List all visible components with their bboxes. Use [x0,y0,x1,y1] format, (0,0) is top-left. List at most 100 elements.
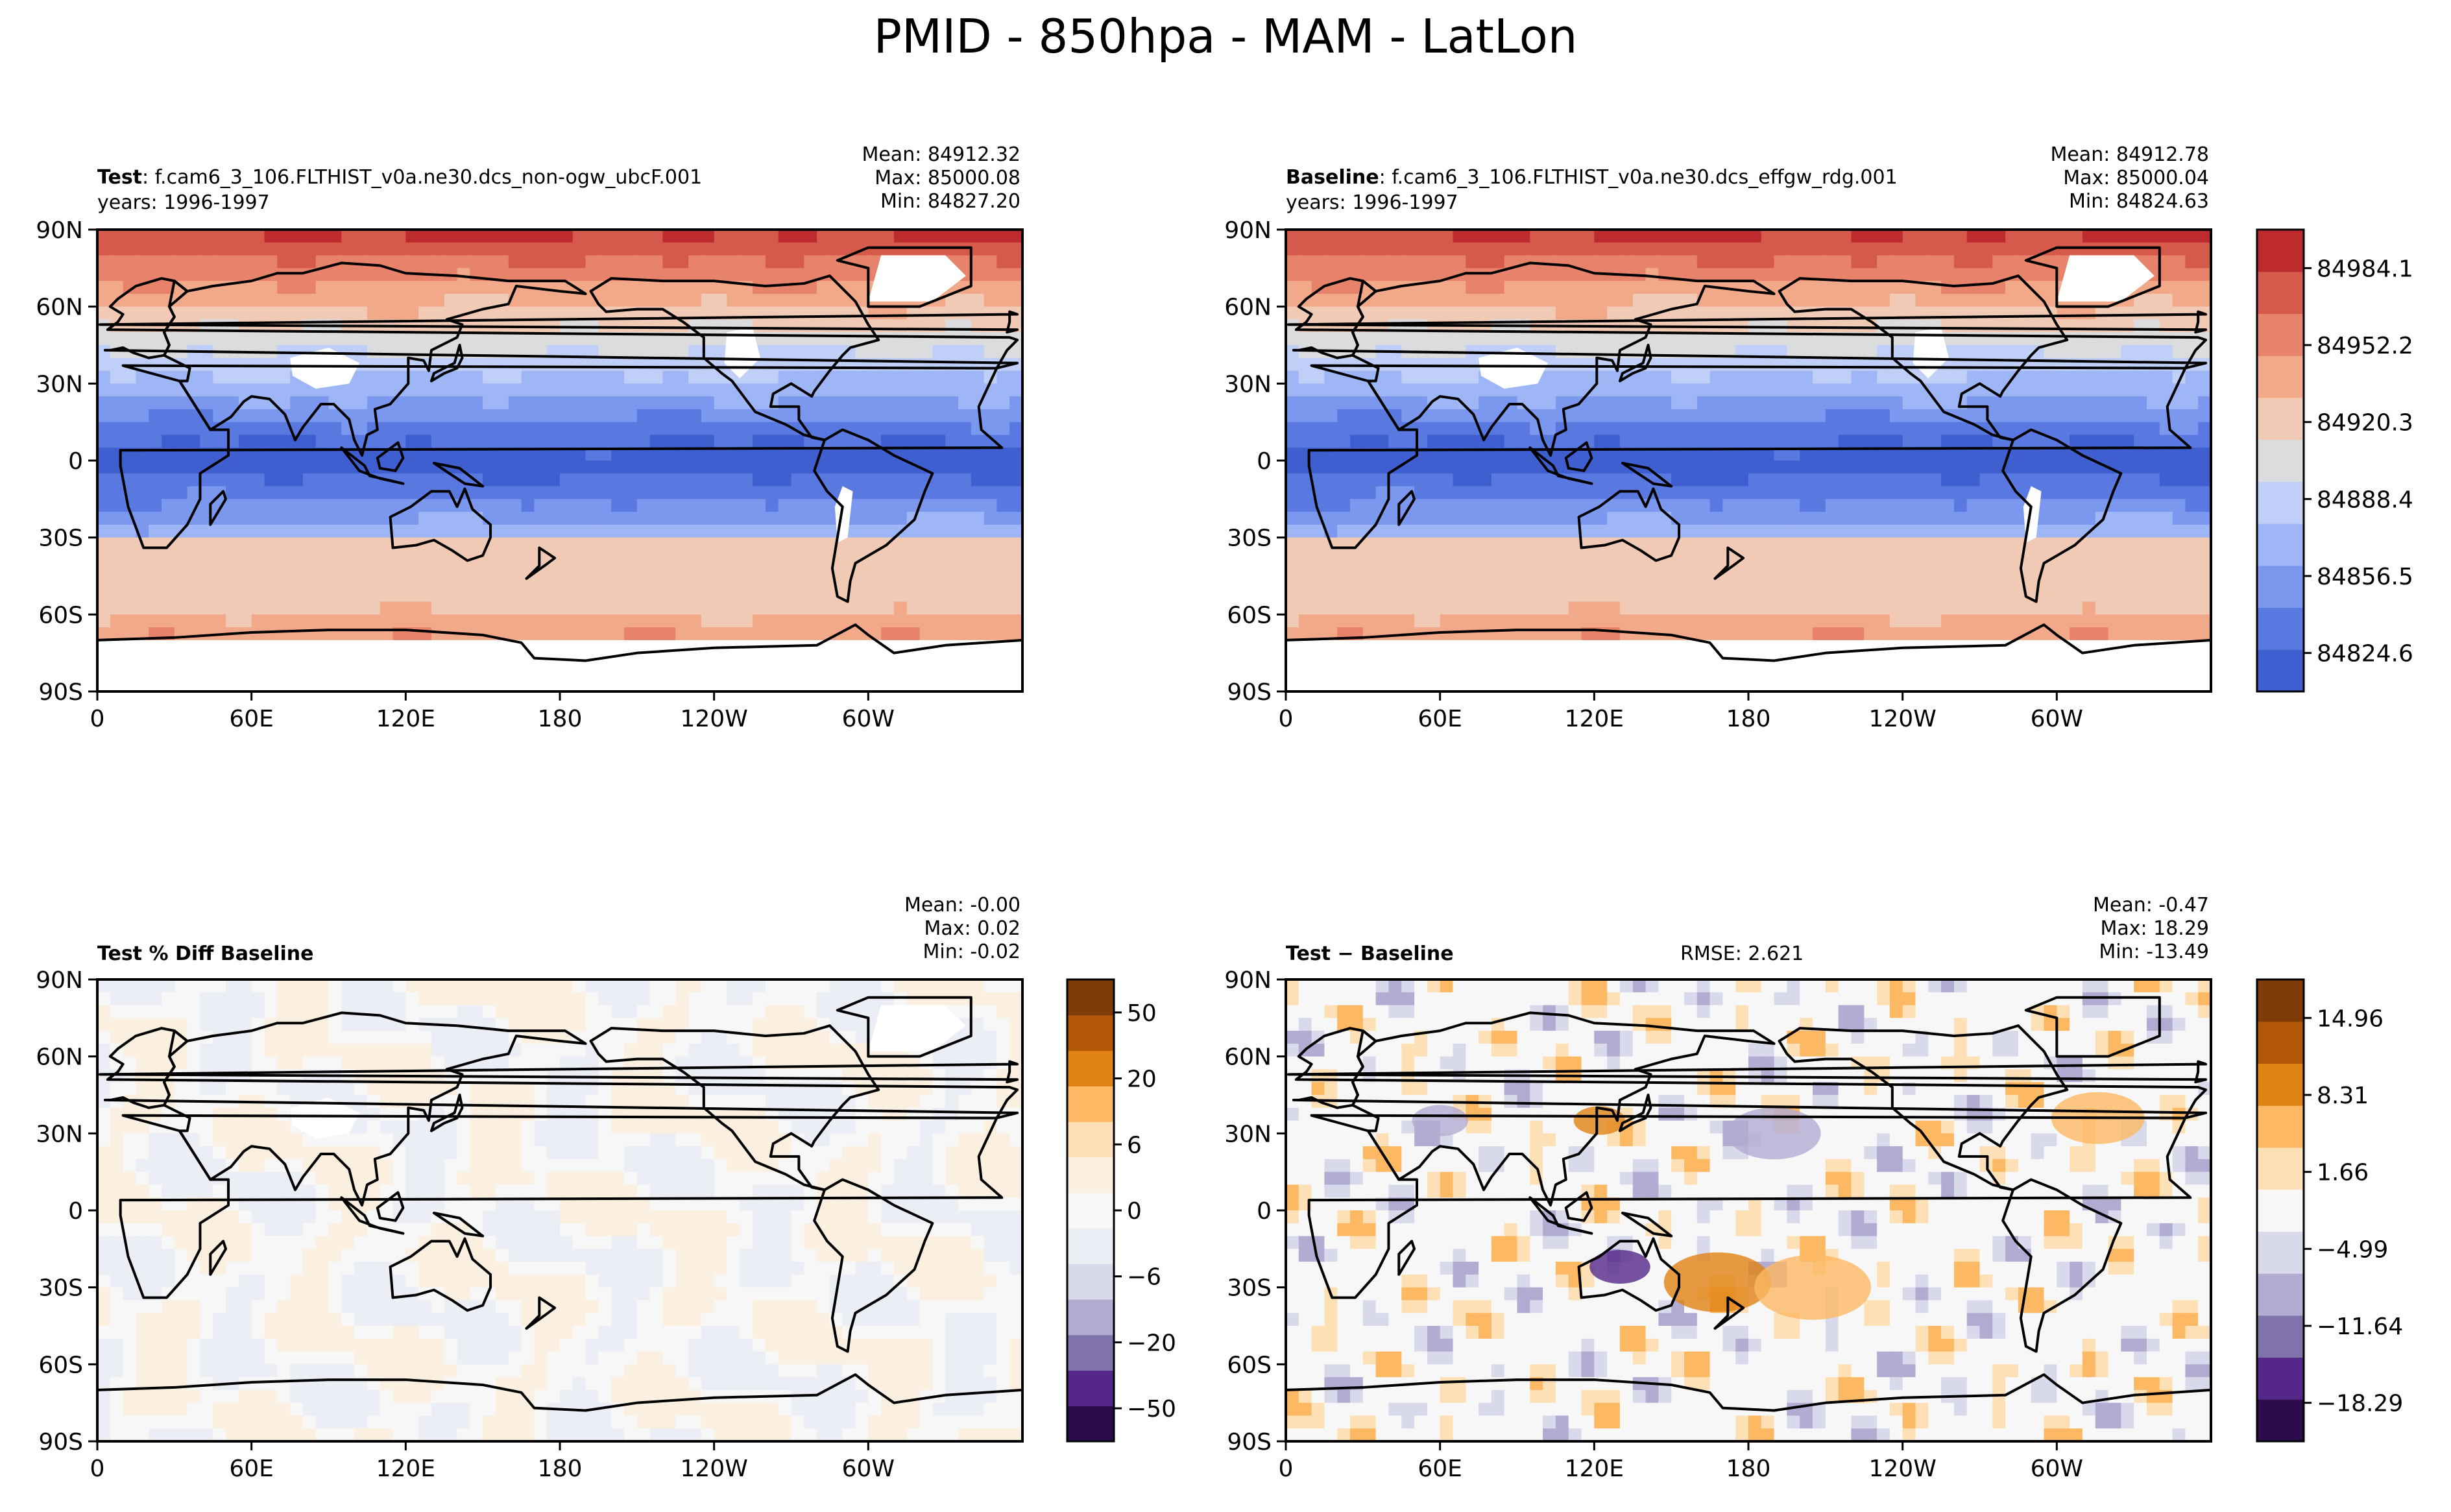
baseline-cell [1582,525,1595,538]
baseline-cell [1864,474,1877,486]
test-cell [688,256,701,269]
baseline-cell [1466,640,1479,653]
test-cell [560,383,573,396]
baseline-cell [1466,281,1479,294]
baseline-cell [1569,345,1582,358]
baseline-cell [1582,640,1595,653]
baseline-cell [1620,576,1633,589]
test-cell [110,256,123,269]
baseline-cell [1427,563,1440,576]
test-cell [226,538,239,551]
test-cell [290,666,303,678]
test-cell [662,358,675,371]
baseline-cell [1543,499,1556,512]
baseline-cell [1710,486,1723,499]
baseline-cell [1453,499,1466,512]
test-cell [290,281,303,294]
test-cell [817,614,830,627]
test-cell [97,576,110,589]
test-cell [650,243,663,256]
test-cell [996,666,1009,678]
baseline-cell [2005,563,2018,576]
test-cell [753,512,766,525]
test-cell [316,461,329,474]
baseline-cell [1530,602,1543,615]
baseline-cell [1607,550,1620,563]
baseline-cell [1376,474,1389,486]
baseline-cell [1761,576,1774,589]
baseline-cell [1671,640,1684,653]
test-cell [766,576,779,589]
test-cell [97,307,110,320]
test-cell [496,653,509,666]
baseline-cell [1363,499,1376,512]
test-cell [496,230,509,243]
test-cell [971,589,984,602]
test-cell [804,371,817,384]
test-cell [996,486,1009,499]
baseline-cell [1376,256,1389,269]
baseline-cell [1646,371,1659,384]
baseline-cell [1941,461,1954,474]
test-cell [586,640,599,653]
baseline-cell [1337,435,1350,448]
baseline-cell [1440,461,1453,474]
test-cell [701,486,714,499]
test-cell [226,563,239,576]
baseline-cell [1761,499,1774,512]
baseline-cell [1582,614,1595,627]
baseline-cell [1530,268,1543,281]
test-cell [688,371,701,384]
baseline-cell [1800,614,1813,627]
test-cell [522,525,535,538]
baseline-cell [1722,640,1735,653]
test-cell [213,358,226,371]
baseline-cell [1286,435,1299,448]
baseline-cell [1980,525,1993,538]
test-cell [213,614,226,627]
baseline-cell [1954,589,1967,602]
test-cell [779,409,791,422]
baseline-cell [1839,243,1852,256]
baseline-cell [1376,563,1389,576]
baseline-cell [1658,486,1671,499]
baseline-cell [1735,499,1748,512]
baseline-cell [1569,281,1582,294]
baseline-cell [1658,294,1671,307]
test-cell [714,319,727,332]
test-cell [303,256,316,269]
test-cell [534,358,547,371]
baseline-cell [2108,589,2121,602]
baseline-cell [2005,576,2018,589]
baseline-cell [1569,371,1582,384]
baseline-cell [2121,627,2134,640]
baseline-cell [1916,512,1929,525]
test-cell [97,512,110,525]
baseline-cell [2057,563,2070,576]
baseline-cell [2134,448,2147,461]
test-cell [175,396,187,409]
test-cell [136,383,149,396]
baseline-cell [1826,294,1839,307]
baseline-cell [1787,499,1800,512]
test-cell [611,666,624,678]
test-cell [405,525,418,538]
baseline-cell [1376,486,1389,499]
test-cell [675,653,688,666]
baseline-cell [1954,371,1967,384]
baseline-cell [2083,307,2095,320]
test-cell [136,486,149,499]
test-cell [753,319,766,332]
test-cell [1009,243,1022,256]
test-cell [714,525,727,538]
test-cell [868,576,881,589]
test-cell [110,653,123,666]
test-cell [136,512,149,525]
baseline-cell [1569,383,1582,396]
test-cell [586,422,599,435]
baseline-cell [1466,358,1479,371]
test-cell [650,538,663,551]
test-cell [290,614,303,627]
test-cell [958,538,971,551]
baseline-cell [1286,243,1299,256]
